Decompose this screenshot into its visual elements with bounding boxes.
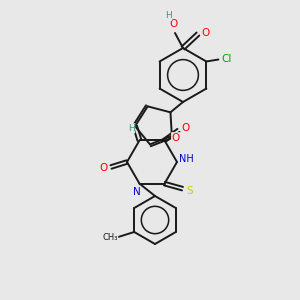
Text: O: O (201, 28, 209, 38)
Text: O: O (172, 133, 180, 143)
Text: O: O (182, 123, 190, 133)
Text: N: N (133, 187, 140, 197)
Text: Cl: Cl (221, 55, 232, 64)
Text: H: H (165, 11, 171, 20)
Text: H: H (128, 124, 135, 133)
Text: O: O (170, 19, 178, 29)
Text: S: S (186, 186, 193, 196)
Text: NH: NH (178, 154, 194, 164)
Text: O: O (100, 163, 108, 173)
Text: CH₃: CH₃ (103, 232, 118, 242)
